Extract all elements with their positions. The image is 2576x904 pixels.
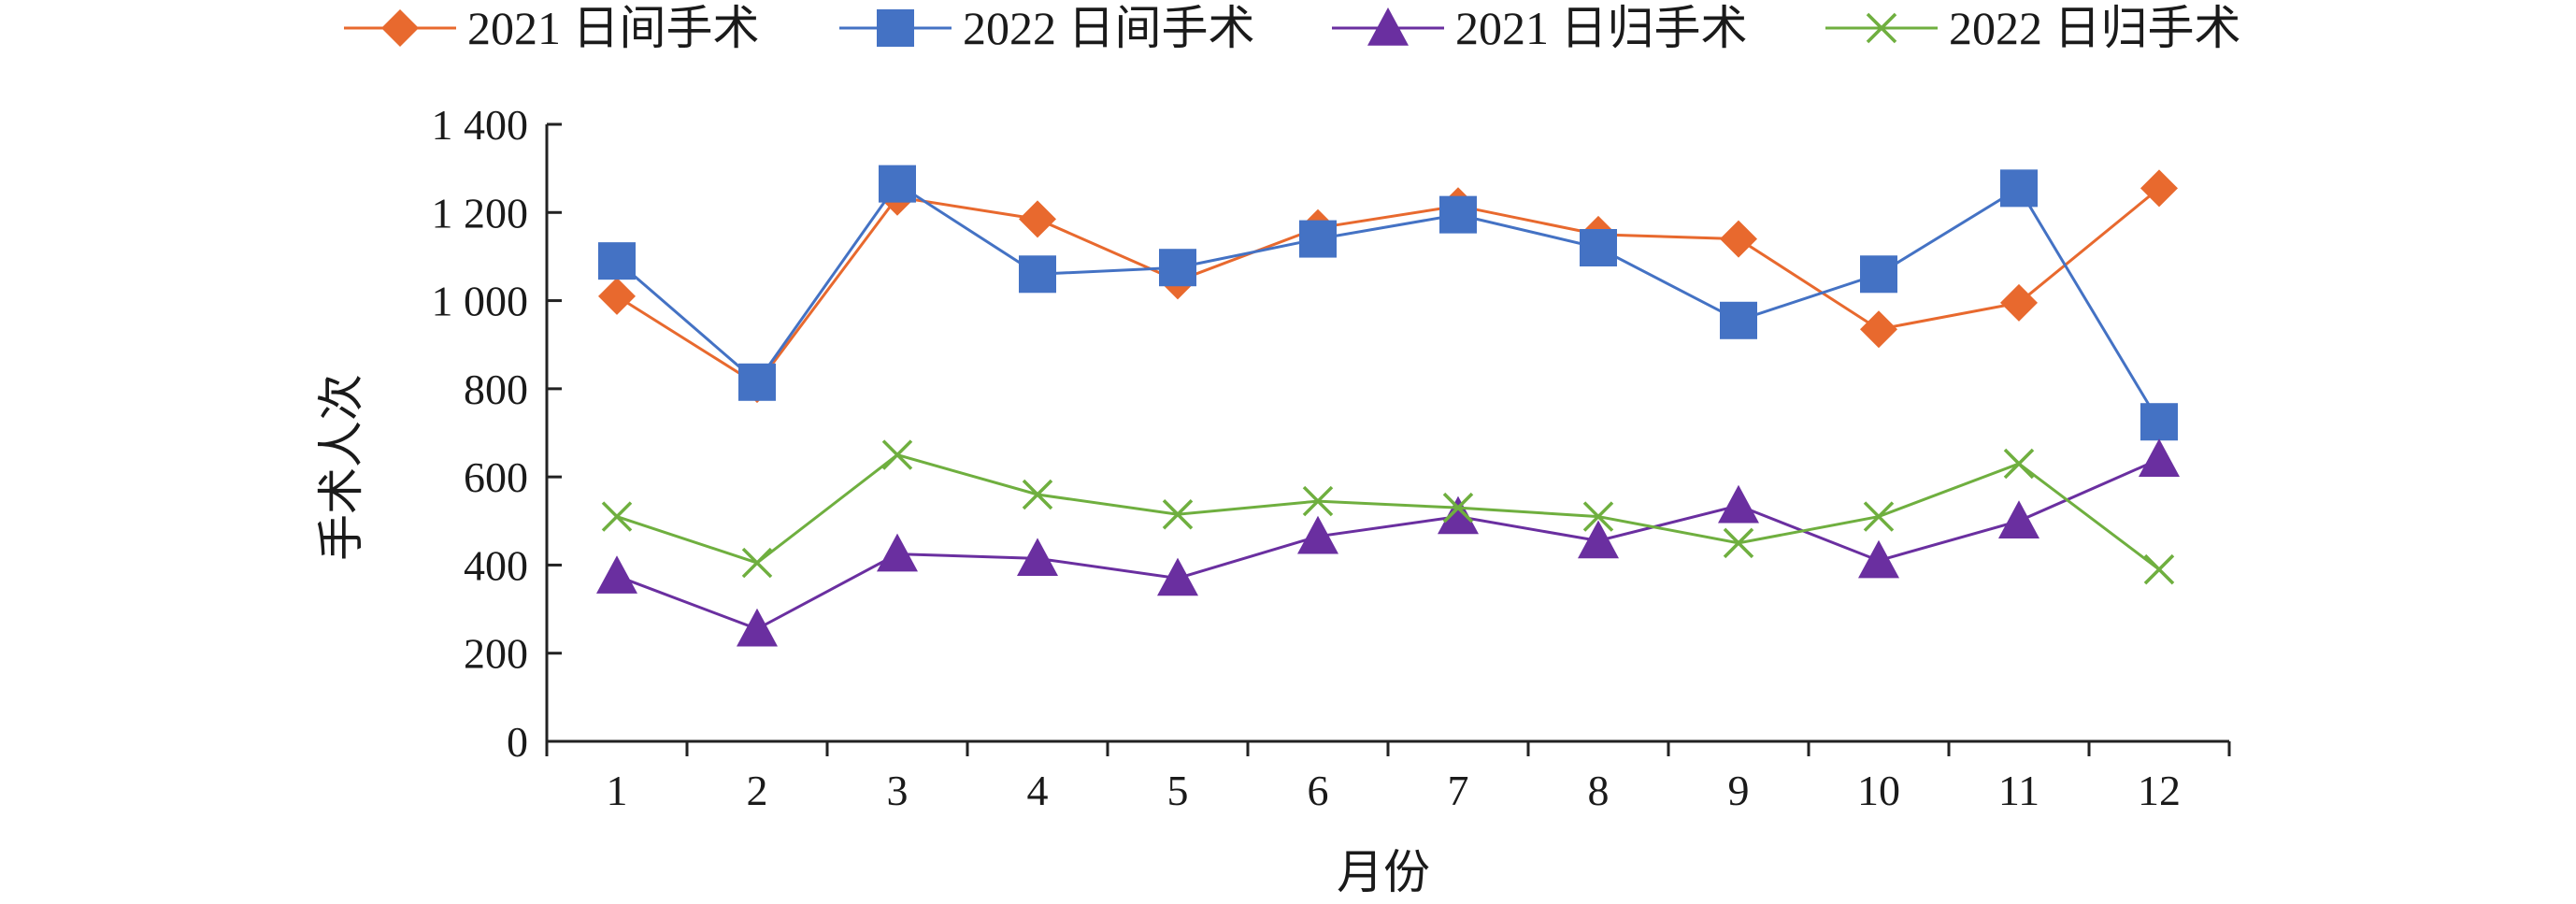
data-point xyxy=(2140,403,2178,441)
x-tick-label: 3 xyxy=(887,767,909,814)
data-point xyxy=(1582,501,1614,532)
data-point xyxy=(1723,527,1754,559)
data-point xyxy=(1022,479,1053,510)
legend-marker xyxy=(877,9,914,47)
data-point xyxy=(1439,195,1477,234)
plot-series xyxy=(596,165,2180,647)
data-point xyxy=(2000,283,2038,322)
y-tick-label: 400 xyxy=(464,541,528,589)
y-tick-label: 200 xyxy=(464,630,528,678)
data-point xyxy=(1442,492,1474,524)
y-tick-label: 1 000 xyxy=(432,278,529,325)
data-point xyxy=(2003,448,2035,480)
y-axis-title: 手术人次 xyxy=(314,374,368,561)
data-point xyxy=(596,555,637,594)
series-group xyxy=(596,438,2180,647)
legend: 2021 日间手术 2022 日间手术 2021 日归手术 2022 日归手术 xyxy=(344,2,2241,54)
data-point xyxy=(1860,310,1897,349)
data-point xyxy=(1863,501,1895,532)
series-line xyxy=(616,181,2161,423)
data-point xyxy=(1438,495,1479,535)
data-point xyxy=(1720,301,1757,339)
x-tick-label: 4 xyxy=(1027,767,1049,814)
data-point xyxy=(1019,200,1056,238)
legend-entry: 2021 日间手术 xyxy=(344,2,760,54)
x-tick-label: 1 xyxy=(607,767,628,814)
legend-marker xyxy=(1367,7,1409,46)
data-point xyxy=(1157,557,1198,596)
legend-label: 2021 日归手术 xyxy=(1455,2,1748,54)
data-point xyxy=(2000,169,2038,208)
data-point xyxy=(738,363,776,401)
data-point xyxy=(1858,539,1899,579)
series-group xyxy=(601,439,2175,585)
data-point xyxy=(1302,485,1334,517)
data-point xyxy=(598,242,636,280)
legend-label: 2022 日归手术 xyxy=(1949,2,2241,54)
legend-entry: 2022 日归手术 xyxy=(1825,2,2241,54)
y-tick-label: 800 xyxy=(464,366,528,413)
series-group xyxy=(598,165,2178,441)
x-tick-label: 6 xyxy=(1308,767,1329,814)
data-point xyxy=(1998,500,2039,538)
data-point xyxy=(1019,255,1056,294)
y-tick-label: 600 xyxy=(464,453,528,501)
series-line xyxy=(616,457,2160,631)
y-tick-label: 1 200 xyxy=(432,189,529,237)
x-tick-label: 7 xyxy=(1448,767,1469,814)
data-point xyxy=(1718,484,1759,524)
legend-marker xyxy=(381,9,419,47)
data-point xyxy=(1299,220,1337,258)
data-point xyxy=(737,608,778,647)
data-point xyxy=(1578,520,1619,559)
x-tick-label: 12 xyxy=(2138,767,2181,814)
legend-marker xyxy=(1866,12,1897,44)
x-tick-label: 10 xyxy=(1857,767,1900,814)
x-tick-label: 9 xyxy=(1728,767,1750,814)
x-tick-label: 8 xyxy=(1588,767,1610,814)
data-point xyxy=(877,533,918,572)
series-line xyxy=(616,187,2160,387)
data-point xyxy=(1159,249,1196,287)
legend-entry: 2022 日间手术 xyxy=(839,2,1255,54)
legend-entry: 2021 日归手术 xyxy=(1332,2,1748,54)
data-point xyxy=(1580,229,1617,266)
legend-label: 2022 日间手术 xyxy=(963,2,1255,54)
data-point xyxy=(1017,538,1058,577)
legend-label: 2021 日间手术 xyxy=(467,2,760,54)
data-point xyxy=(2143,553,2175,585)
x-axis-title: 月份 xyxy=(1337,845,1430,899)
data-point xyxy=(2140,169,2178,208)
x-tick-label: 11 xyxy=(1998,767,2039,814)
data-point xyxy=(1860,255,1897,294)
data-point xyxy=(879,165,916,203)
data-point xyxy=(1720,220,1757,258)
series-group xyxy=(598,169,2178,404)
x-tick-label: 5 xyxy=(1167,767,1189,814)
y-tick-label: 0 xyxy=(507,718,528,766)
series-line xyxy=(616,452,2160,571)
data-point xyxy=(2139,438,2180,477)
data-point xyxy=(741,547,773,579)
x-tick-label: 2 xyxy=(747,767,768,814)
data-point xyxy=(881,439,913,470)
y-tick-label: 1 400 xyxy=(432,101,529,149)
data-point xyxy=(1297,515,1338,554)
data-point xyxy=(601,501,633,532)
data-point xyxy=(598,277,636,315)
data-point xyxy=(1162,498,1194,530)
